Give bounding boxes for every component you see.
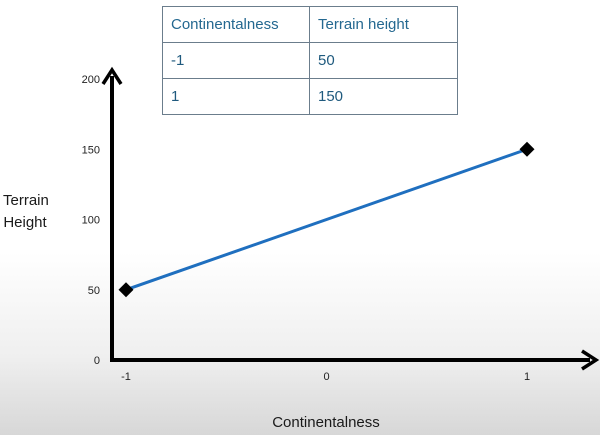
axes — [101, 66, 600, 371]
x-tick-label: 0 — [323, 371, 329, 383]
tick-labels: 0 50 100 150 200 -1 0 1 — [82, 74, 530, 383]
y-axis-label-line-2: Height — [3, 214, 47, 231]
table-header-cell: Continentalness — [162, 6, 310, 43]
x-axis-label: Continentalness — [272, 414, 380, 431]
x-axis-arrow — [581, 349, 600, 371]
x-tick-label: -1 — [121, 371, 131, 383]
series-line — [125, 147, 528, 292]
data-point-marker — [519, 141, 535, 157]
table-row: 1 150 — [162, 78, 458, 115]
y-tick-label: 50 — [88, 285, 100, 297]
table-cell: 1 — [162, 78, 310, 115]
data-point-marker — [118, 282, 134, 298]
data-table: Continentalness Terrain height -1 50 1 1… — [162, 6, 458, 115]
y-tick-label: 100 — [82, 215, 100, 227]
y-tick-label: 200 — [82, 74, 100, 86]
y-tick-label: 150 — [82, 144, 100, 156]
table-header-row: Continentalness Terrain height — [162, 6, 458, 43]
y-axis-arrow — [101, 66, 123, 85]
table-cell: 150 — [309, 78, 458, 115]
table-row: -1 50 — [162, 42, 458, 79]
y-tick-label: 0 — [94, 355, 100, 367]
x-tick-label: 1 — [524, 371, 530, 383]
y-axis-label: Terrain Height — [3, 192, 53, 231]
table-cell: 50 — [309, 42, 458, 79]
table-cell: -1 — [162, 42, 310, 79]
y-axis-label-line-1: Terrain — [3, 192, 49, 209]
series-layer — [118, 141, 535, 298]
table-header-cell: Terrain height — [309, 6, 458, 43]
